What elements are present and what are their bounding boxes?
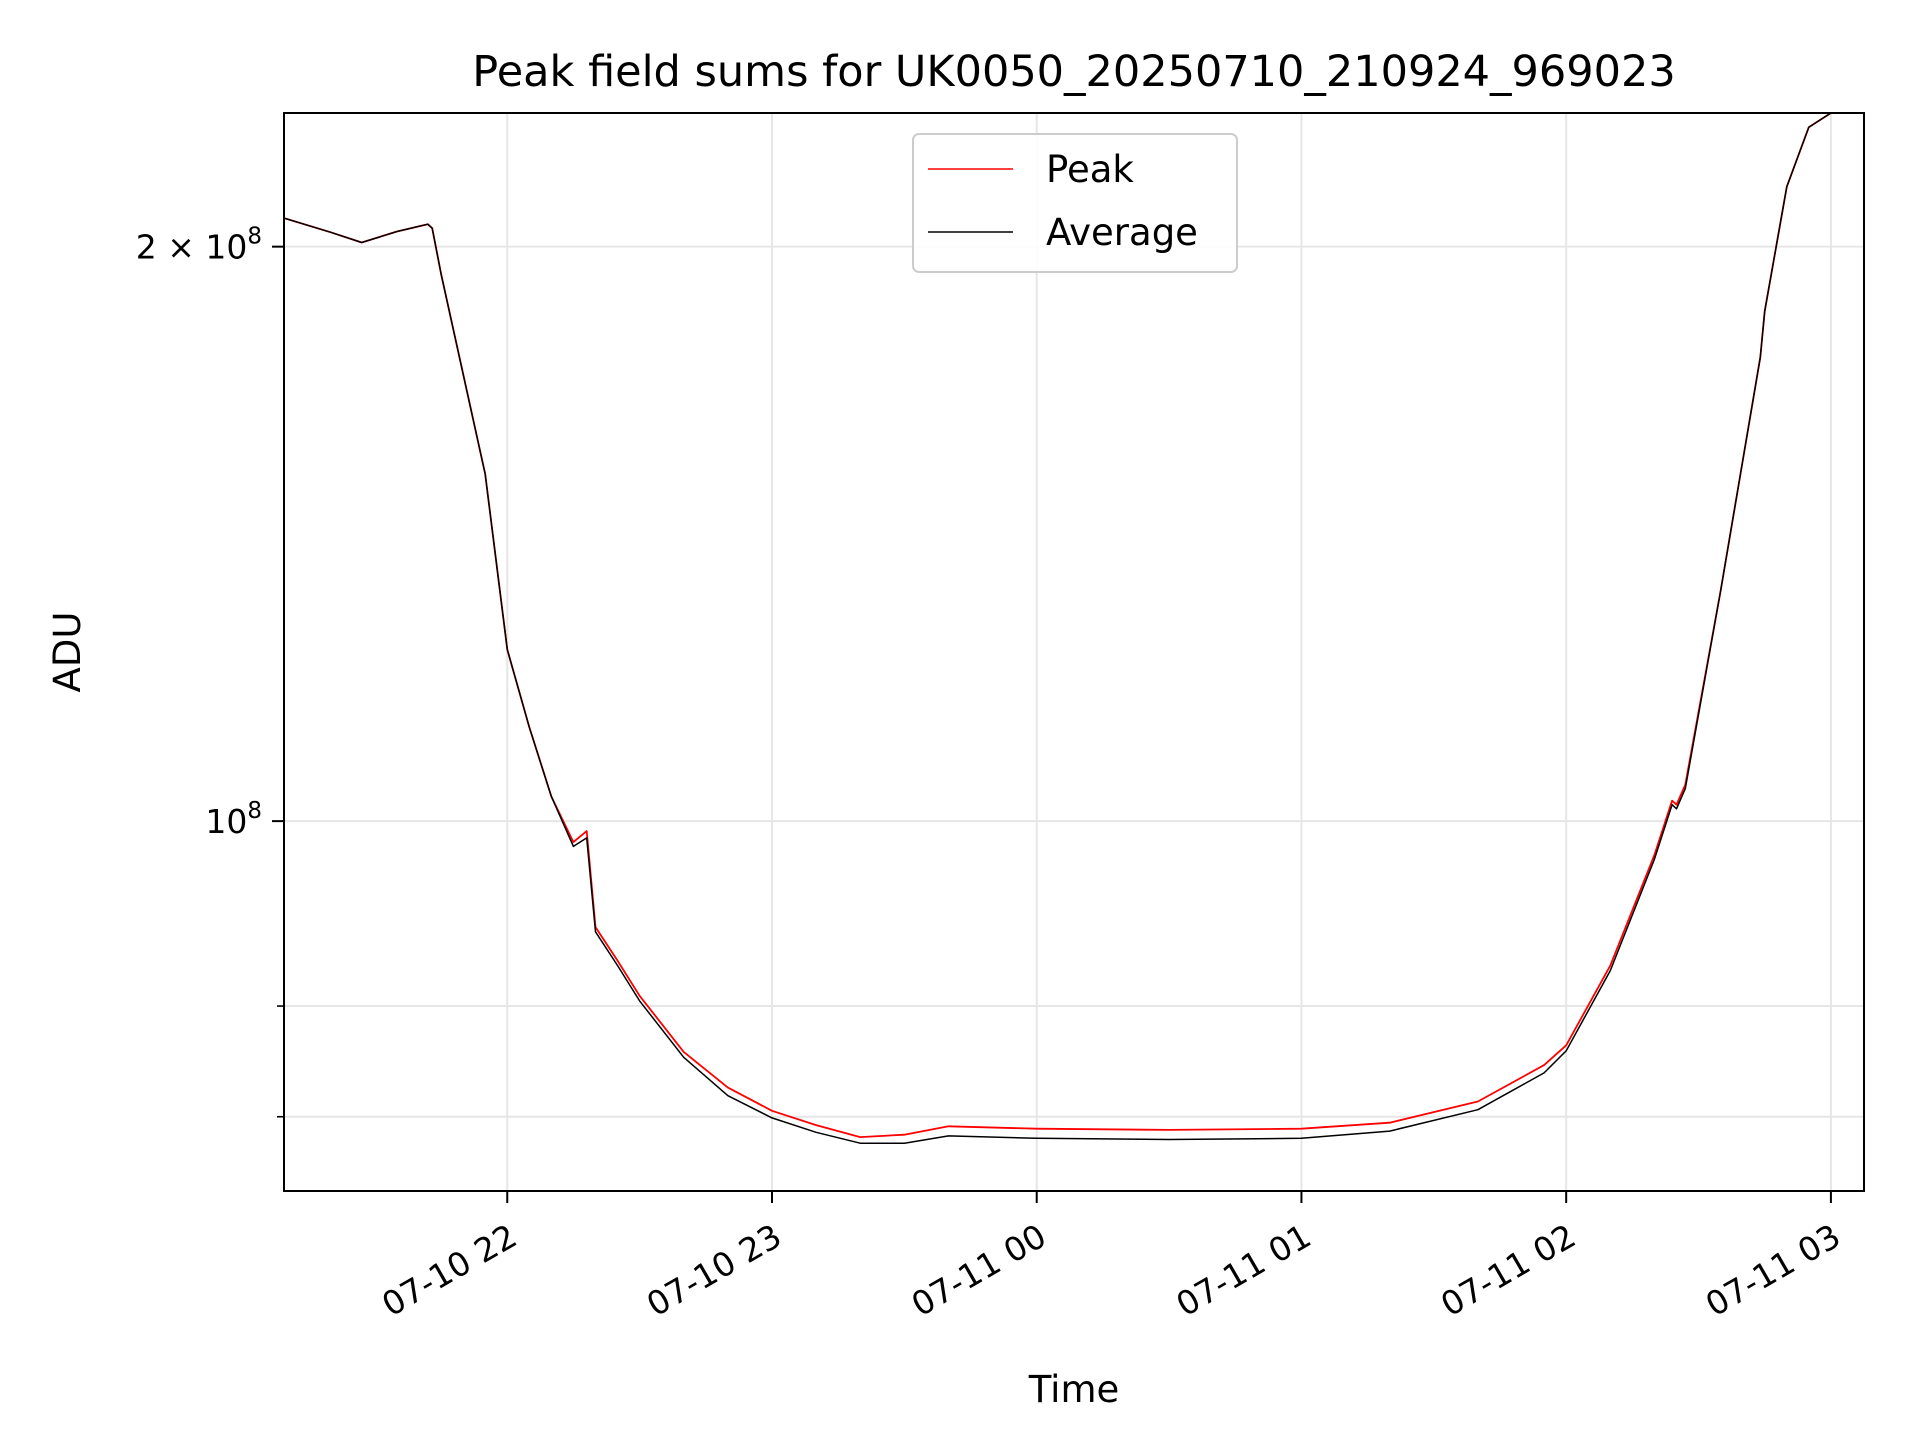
y-axis-label: ADU (46, 612, 89, 693)
legend: Peak Average (912, 133, 1238, 273)
y-axis-ticks: 108 2 × 108 (136, 224, 284, 1118)
legend-label-peak: Peak (1046, 148, 1134, 191)
y-tick-label: 2 × 108 (136, 224, 262, 267)
x-axis-label: Time (1028, 1368, 1120, 1411)
series-lines (284, 113, 1832, 1144)
series-line-average (284, 113, 1832, 1144)
legend-label-average: Average (1046, 211, 1198, 254)
chart-title: Peak field sums for UK0050_20250710_2109… (472, 47, 1675, 97)
grid-lines (284, 113, 1864, 1191)
y-tick-label: 108 (205, 798, 262, 841)
plot-area-frame (283, 112, 1865, 1192)
